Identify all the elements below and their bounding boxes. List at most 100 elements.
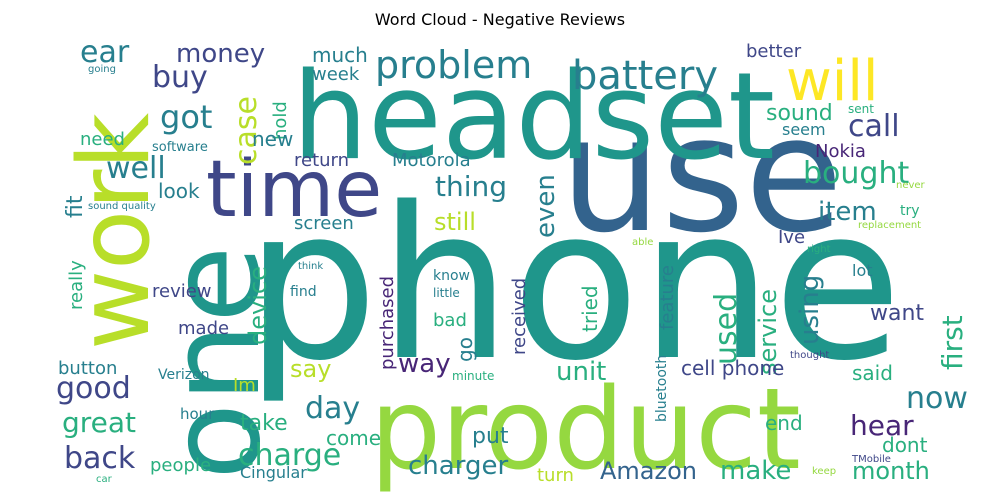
word-say: say — [290, 355, 331, 383]
word-try: try — [900, 203, 920, 219]
word-hold: hold — [270, 101, 291, 140]
word-got: got — [160, 98, 212, 136]
word-tmobile: TMobile — [851, 454, 891, 465]
word-fit: fit — [63, 195, 88, 218]
word-right: right — [807, 244, 831, 255]
word-feature: feature — [657, 265, 678, 330]
word-battery: battery — [572, 53, 718, 99]
word-received: received — [509, 278, 530, 355]
word-bluetooth: bluetooth — [654, 355, 670, 422]
word-know: know — [433, 268, 470, 284]
word-charge: charge — [238, 438, 341, 473]
word-item: item — [818, 197, 877, 227]
word-service: service — [754, 289, 782, 375]
word-turn: turn — [537, 465, 574, 486]
word-purchased: purchased — [377, 276, 398, 370]
word-device: device — [244, 266, 272, 345]
word-back: back — [64, 441, 136, 476]
word-nokia: Nokia — [815, 141, 866, 162]
word-money: money — [176, 39, 265, 69]
word-use: use — [560, 81, 843, 268]
word-will: will — [786, 49, 878, 114]
word-lot: lot — [852, 261, 873, 280]
word-hour: hour — [180, 405, 215, 423]
word-made: made — [178, 318, 229, 339]
word-hear: hear — [850, 409, 914, 442]
word-headset: headset — [292, 48, 775, 187]
word-people: people — [150, 455, 211, 476]
word-come: come — [326, 426, 381, 450]
word-ear: ear — [80, 35, 130, 70]
word-using: using — [795, 275, 825, 345]
word-time: time — [206, 145, 382, 235]
word-im: Im — [233, 375, 256, 396]
word-screen: screen — [294, 213, 354, 234]
word-car: car — [96, 474, 113, 485]
word-call: call — [848, 109, 900, 144]
word-amazon: Amazon — [600, 457, 697, 485]
word-end: end — [765, 411, 803, 435]
word-charger: charger — [408, 451, 508, 481]
word-find: find — [290, 284, 317, 300]
word-able: able — [632, 237, 653, 248]
word-sent: sent — [848, 102, 874, 116]
word-take: take — [240, 411, 288, 436]
word-well: well — [106, 151, 166, 186]
word-first: first — [936, 315, 969, 370]
word-make: make — [720, 456, 791, 486]
word-even: even — [531, 174, 561, 238]
word-buy: buy — [152, 60, 208, 95]
word-still: still — [434, 208, 476, 236]
word-want: want — [870, 301, 924, 326]
word-button: button — [58, 358, 117, 379]
word-cingular: Cingular — [240, 463, 307, 482]
word-better: better — [746, 41, 802, 62]
word-problem: problem — [375, 43, 532, 87]
word-thought: thought — [790, 350, 829, 361]
word-going: going — [88, 64, 116, 75]
word-one: one — [141, 246, 288, 480]
word-great: great — [62, 406, 136, 439]
word-look: look — [158, 179, 200, 203]
word-seem: seem — [782, 120, 826, 139]
word-work: work — [58, 113, 172, 350]
word-return: return — [294, 150, 349, 171]
chart-title: Word Cloud - Negative Reviews — [374, 10, 626, 29]
word-never: never — [896, 180, 926, 191]
word-really: really — [66, 260, 87, 310]
word-sound: sound — [766, 101, 833, 126]
word-sound-quality: sound quality — [88, 201, 156, 212]
word-go: go — [453, 337, 477, 362]
word-replacement: replacement — [858, 220, 921, 231]
word-dont: dont — [882, 433, 928, 457]
word-motorola: Motorola — [392, 150, 471, 171]
word-week: week — [312, 64, 360, 85]
word-month: month — [852, 457, 930, 485]
word-unit: unit — [556, 357, 606, 387]
word-ive: Ive — [778, 227, 805, 248]
word-case: case — [229, 96, 264, 165]
word-review: review — [152, 281, 212, 302]
word-cell-phone: cell phone — [681, 356, 784, 380]
word-good: good — [56, 371, 131, 406]
word-software: software — [152, 140, 208, 155]
word-think: think — [298, 261, 323, 272]
word-bought: bought — [803, 156, 909, 191]
word-now: now — [906, 381, 968, 416]
word-day: day — [305, 391, 360, 426]
word-used: used — [709, 293, 744, 365]
word-minute: minute — [452, 369, 494, 383]
word-thing: thing — [435, 170, 507, 203]
word-product: product — [370, 365, 801, 495]
word-way: way — [398, 349, 451, 379]
word-need: need — [80, 129, 125, 150]
word-little: little — [433, 286, 460, 300]
word-phone: phone — [245, 162, 902, 407]
word-put: put — [472, 424, 509, 449]
word-bad: bad — [433, 310, 467, 331]
word-tried: tried — [578, 285, 602, 332]
word-said: said — [852, 361, 893, 385]
word-verizon: Verizon — [158, 367, 210, 383]
word-new: new — [252, 127, 293, 151]
